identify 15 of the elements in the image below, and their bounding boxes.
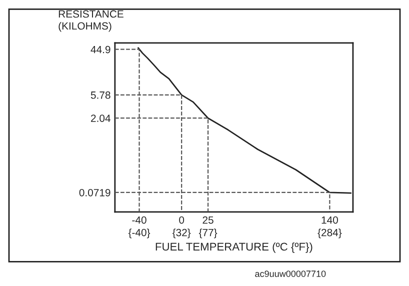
text: ac9uuw00007710	[255, 270, 326, 277]
y-tick-label: 2.04	[91, 114, 110, 122]
x-tick-label: 0	[179, 216, 184, 224]
x-tick-label: 140	[322, 216, 338, 224]
y-tick-label: 5.78	[90, 91, 110, 99]
x2-tick-label: {284}	[318, 228, 342, 238]
y-tick-label: 0.0719	[79, 188, 110, 196]
x-tick-label: -40	[132, 216, 146, 224]
x2-tick-label: {32}	[172, 228, 191, 238]
y-axis-title: RESISTANCE (KILOHMS)	[58, 10, 124, 32]
x2-tick-label: {-40}	[128, 228, 150, 238]
x-axis-title: FUEL TEMPERATURE (ºC {ºF})	[156, 242, 312, 253]
x-tick-label: 25	[202, 216, 214, 224]
y-tick-label: 44.9	[90, 46, 110, 54]
x2-tick-label: {77}	[198, 228, 218, 238]
